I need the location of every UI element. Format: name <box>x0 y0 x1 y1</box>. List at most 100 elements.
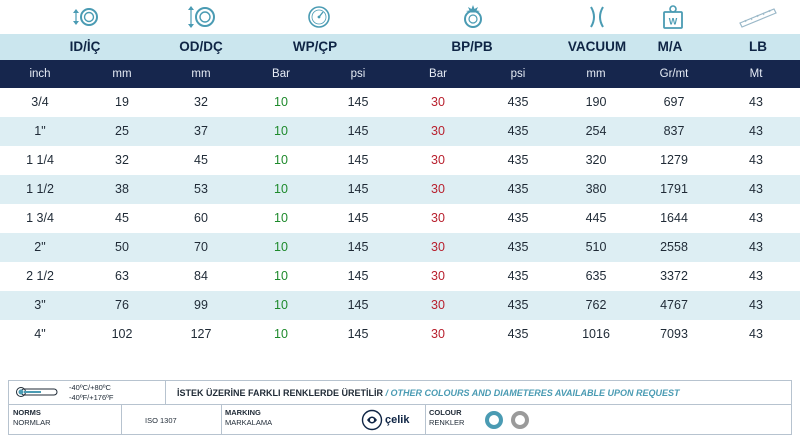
colour-label: COLOUR RENKLER <box>429 408 464 428</box>
cell-wp-psi: 145 <box>347 240 369 254</box>
cell-length: 43 <box>749 327 763 341</box>
table-row: 3" 76 99 10 145 30 435 762 4767 43 <box>0 291 800 320</box>
cell-id-mm: 50 <box>115 240 129 254</box>
cell-length: 43 <box>749 211 763 225</box>
header-od: OD/DÇ <box>179 39 223 54</box>
cell-bp-psi: 435 <box>507 95 529 109</box>
cell-weight: 1644 <box>660 211 688 225</box>
cell-wp-psi: 145 <box>347 298 369 312</box>
thermometer-icon <box>15 385 61 404</box>
cell-wp-bar: 10 <box>274 298 288 312</box>
cell-inch: 3/4 <box>31 95 49 109</box>
footer-divider <box>165 381 166 405</box>
marking-label-en: MARKING <box>225 408 261 417</box>
group-header-row: ID/İÇ OD/DÇ WP/ÇP BP/PB VACUUM M/A LB <box>0 34 800 60</box>
cell-weight: 1791 <box>660 182 688 196</box>
colour-swatch-blue <box>485 411 503 429</box>
cell-od-mm: 127 <box>190 327 212 341</box>
norms-label-en: NORMS <box>13 408 41 417</box>
cell-od-mm: 70 <box>194 240 208 254</box>
cell-weight: 3372 <box>660 269 688 283</box>
cell-inch: 1" <box>34 124 46 138</box>
marking-label-tr: MARKALAMA <box>225 418 273 427</box>
header-wp: WP/ÇP <box>292 39 338 54</box>
notice-separator: / <box>383 388 391 398</box>
cell-wp-bar: 10 <box>274 95 288 109</box>
table-row: 4" 102 127 10 145 30 435 1016 7093 43 <box>0 320 800 349</box>
cell-wp-psi: 145 <box>347 95 369 109</box>
colour-swatch-grey <box>511 411 529 429</box>
cell-bp-psi: 435 <box>507 269 529 283</box>
cell-bp-bar: 30 <box>431 211 445 225</box>
brand-name: çelik <box>385 414 410 426</box>
unit-wp-psi: psi <box>350 68 366 80</box>
unit-header-row: inch mm mm Bar psi Bar psi mm Gr/mt Mt <box>0 60 800 88</box>
cell-wp-bar: 10 <box>274 327 288 341</box>
colour-label-en: COLOUR <box>429 408 462 417</box>
cell-vacuum: 445 <box>585 211 607 225</box>
cell-bp-psi: 435 <box>507 240 529 254</box>
cell-weight: 697 <box>663 95 685 109</box>
cell-vacuum: 190 <box>585 95 607 109</box>
norms-value: ISO 1307 <box>145 416 177 425</box>
cell-inch: 1 3/4 <box>26 211 54 225</box>
unit-vacuum-mm: mm <box>586 68 606 80</box>
cell-length: 43 <box>749 182 763 196</box>
cell-id-mm: 25 <box>115 124 129 138</box>
cell-wp-psi: 145 <box>347 124 369 138</box>
table-row: 2" 50 70 10 145 30 435 510 2558 43 <box>0 233 800 262</box>
svg-text:W: W <box>669 17 678 27</box>
table-row: 1 3/4 45 60 10 145 30 435 445 1644 43 <box>0 204 800 233</box>
id-diameter-icon <box>70 4 100 30</box>
cell-id-mm: 63 <box>115 269 129 283</box>
header-length: LB <box>749 39 767 54</box>
cell-od-mm: 99 <box>194 298 208 312</box>
cell-id-mm: 32 <box>115 153 129 167</box>
footer-bottom-line: NORMS NORMLAR ISO 1307 MARKING MARKALAMA… <box>9 405 791 435</box>
cell-vacuum: 635 <box>585 269 607 283</box>
cell-od-mm: 60 <box>194 211 208 225</box>
cell-wp-psi: 145 <box>347 269 369 283</box>
temperature-celsius: -40ºC/+80ºC <box>69 383 111 392</box>
cell-wp-psi: 145 <box>347 327 369 341</box>
cell-bp-psi: 435 <box>507 211 529 225</box>
celik-logo: çelik <box>361 409 409 431</box>
temperature-range: -40ºC/+80ºC -40ºF/+176ºF <box>69 383 113 403</box>
cell-bp-psi: 435 <box>507 124 529 138</box>
cell-wp-bar: 10 <box>274 124 288 138</box>
od-diameter-icon <box>186 4 216 30</box>
cell-od-mm: 45 <box>194 153 208 167</box>
celik-logo-mark-icon <box>361 409 383 431</box>
footer-divider <box>425 405 426 435</box>
colour-label-tr: RENKLER <box>429 418 465 427</box>
cell-vacuum: 762 <box>585 298 607 312</box>
table-row: 1 1/2 38 53 10 145 30 435 380 1791 43 <box>0 175 800 204</box>
cell-wp-psi: 145 <box>347 153 369 167</box>
cell-weight: 4767 <box>660 298 688 312</box>
cell-id-mm: 19 <box>115 95 129 109</box>
cell-bp-psi: 435 <box>507 327 529 341</box>
cell-od-mm: 37 <box>194 124 208 138</box>
cell-length: 43 <box>749 153 763 167</box>
cell-vacuum: 254 <box>585 124 607 138</box>
cell-length: 43 <box>749 124 763 138</box>
norms-label-tr: NORMLAR <box>13 418 51 427</box>
cell-wp-bar: 10 <box>274 240 288 254</box>
cell-length: 43 <box>749 240 763 254</box>
colour-notice: İSTEK ÜZERİNE FARKLI RENKLERDE ÜRETİLİR … <box>177 387 680 399</box>
header-vacuum: VACUUM <box>567 39 627 54</box>
cell-id-mm: 102 <box>111 327 133 341</box>
unit-length: Mt <box>749 68 763 80</box>
cell-bp-bar: 30 <box>431 298 445 312</box>
cell-vacuum: 380 <box>585 182 607 196</box>
cell-bp-bar: 30 <box>431 327 445 341</box>
cell-bp-bar: 30 <box>431 95 445 109</box>
notice-english: OTHER COLOURS AND DIAMETERES AVAILABLE U… <box>390 388 680 398</box>
length-icon <box>738 4 778 30</box>
cell-inch: 3" <box>34 298 46 312</box>
cell-inch: 4" <box>34 327 46 341</box>
cell-wp-bar: 10 <box>274 182 288 196</box>
footer-divider <box>221 405 222 435</box>
cell-weight: 837 <box>663 124 685 138</box>
cell-inch: 1 1/4 <box>26 153 54 167</box>
